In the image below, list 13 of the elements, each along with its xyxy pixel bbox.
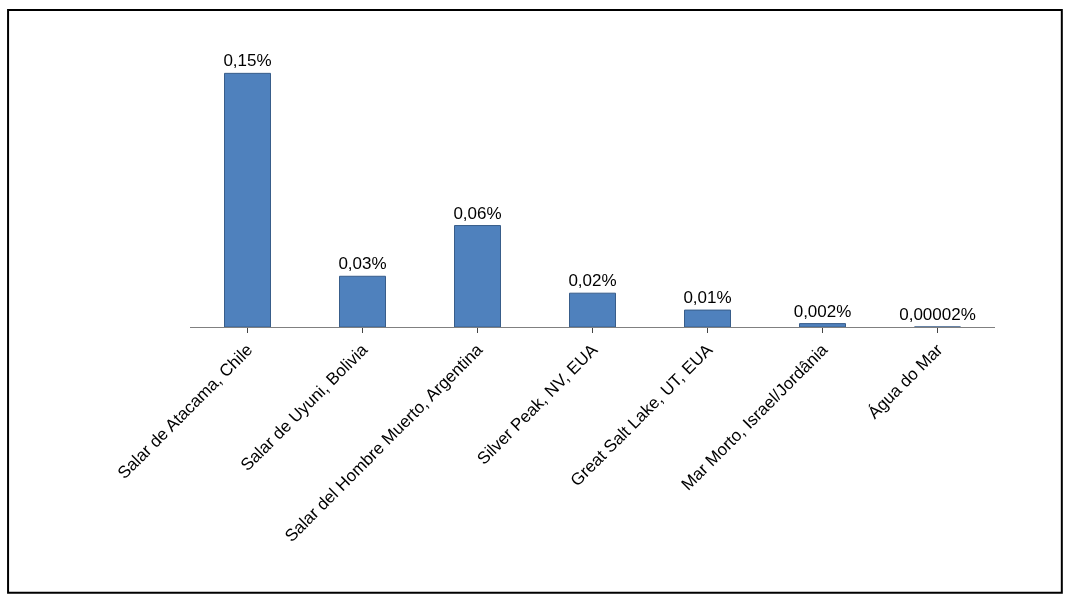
- bar: [339, 275, 386, 327]
- bar: [684, 309, 731, 327]
- data-label: 0,00002%: [899, 304, 976, 324]
- bar: [569, 292, 616, 327]
- bar: [224, 72, 271, 327]
- data-label: 0,15%: [223, 51, 272, 71]
- data-label: 0,03%: [338, 254, 387, 274]
- data-label: 0,02%: [568, 271, 617, 291]
- bar: [799, 323, 846, 327]
- data-label: 0,06%: [453, 203, 502, 223]
- data-label: 0,01%: [683, 288, 732, 308]
- bar: [454, 225, 501, 327]
- data-label: 0,002%: [793, 301, 852, 321]
